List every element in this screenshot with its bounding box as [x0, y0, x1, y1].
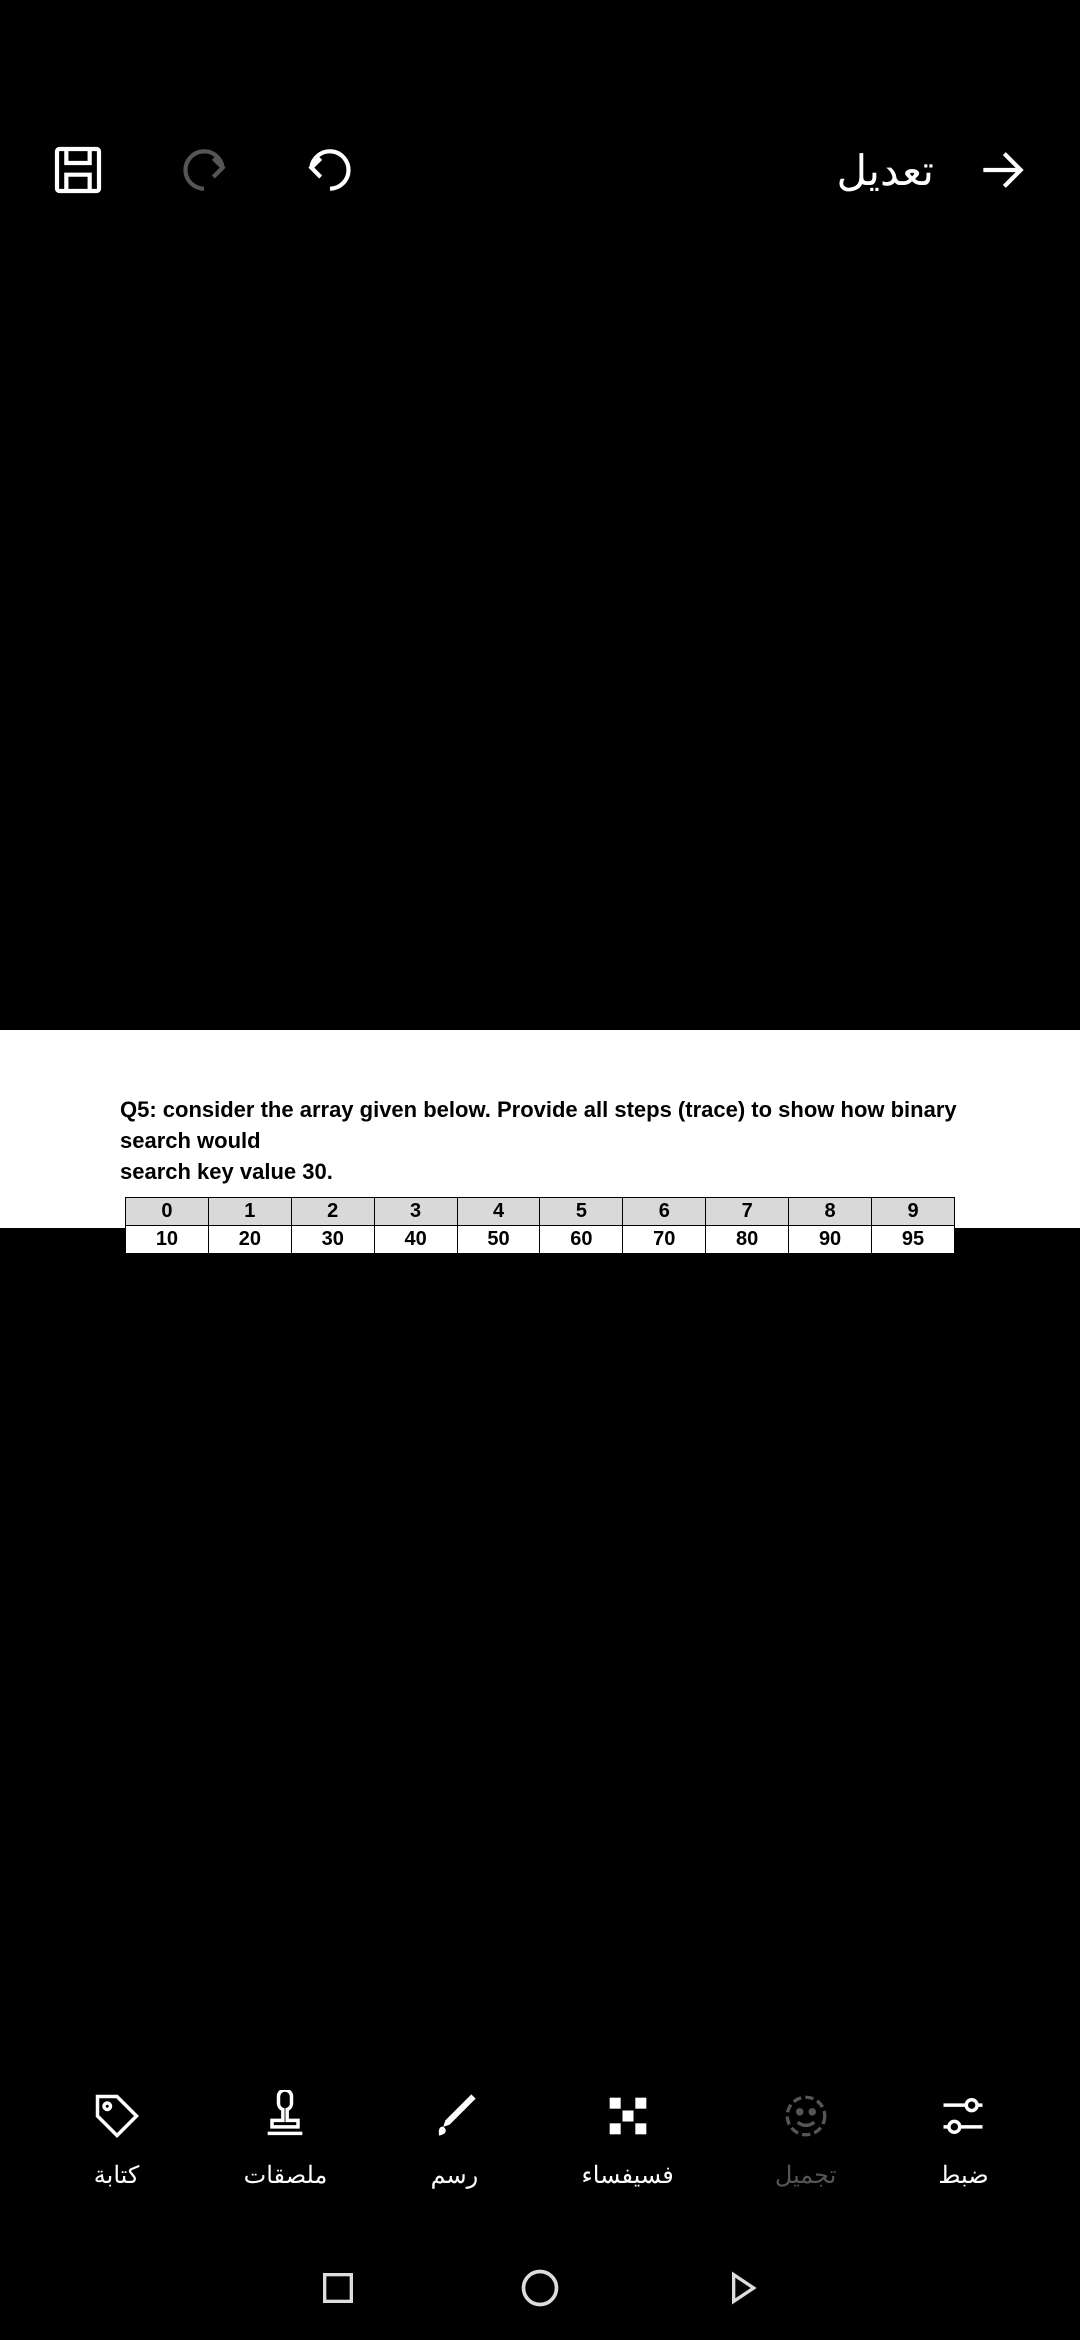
write-tool[interactable]: كتابة [91, 2091, 143, 2190]
sliders-icon [937, 2091, 989, 2141]
undo-button[interactable] [302, 142, 358, 198]
table-cell: 50 [457, 1226, 540, 1254]
edit-title: تعديل [837, 146, 935, 195]
adjust-tool[interactable]: ضبط [937, 2091, 989, 2190]
save-button[interactable] [50, 142, 106, 198]
smile-icon [781, 2091, 831, 2141]
nav-recent-button[interactable] [318, 2268, 358, 2313]
bottom-tools-bar: كتابة ملصقات رسم [0, 2060, 1080, 2220]
table-header-row: 0 1 2 3 4 5 6 7 8 9 [126, 1198, 955, 1226]
stickers-tool[interactable]: ملصقات [244, 2091, 328, 2190]
table-cell: 20 [208, 1226, 291, 1254]
table-cell: 70 [623, 1226, 706, 1254]
table-header-cell: 1 [208, 1198, 291, 1226]
draw-tool[interactable]: رسم [428, 2091, 480, 2190]
document-table: 0 1 2 3 4 5 6 7 8 9 10 20 30 40 50 60 70… [125, 1197, 955, 1254]
system-nav-bar [0, 2240, 1080, 2340]
table-header-cell: 8 [789, 1198, 872, 1226]
table-cell: 90 [789, 1226, 872, 1254]
table-header-cell: 4 [457, 1198, 540, 1226]
adjust-label: ضبط [938, 2161, 988, 2190]
table-cell: 40 [374, 1226, 457, 1254]
beautify-tool[interactable]: تجميل [775, 2091, 836, 2190]
write-label: كتابة [94, 2161, 140, 2190]
table-header-cell: 7 [706, 1198, 789, 1226]
beautify-label: تجميل [775, 2161, 836, 2190]
back-arrow-button[interactable] [974, 142, 1030, 198]
brush-icon [428, 2091, 480, 2141]
table-cell: 80 [706, 1226, 789, 1254]
table-header-cell: 3 [374, 1198, 457, 1226]
table-header-cell: 2 [291, 1198, 374, 1226]
document-text-line1: Q5: consider the array given below. Prov… [120, 1095, 960, 1157]
stamp-icon [259, 2091, 311, 2141]
mosaic-icon [606, 2091, 650, 2141]
image-canvas[interactable]: Q5: consider the array given below. Prov… [0, 1030, 1080, 1228]
nav-back-button[interactable] [722, 2268, 762, 2313]
top-left-actions [50, 142, 358, 198]
top-toolbar: تعديل [0, 120, 1080, 220]
table-header-cell: 5 [540, 1198, 623, 1226]
table-header-cell: 0 [126, 1198, 209, 1226]
table-header-cell: 9 [872, 1198, 955, 1226]
top-right-actions: تعديل [837, 142, 1031, 198]
nav-home-button[interactable] [518, 2266, 562, 2315]
table-cell: 10 [126, 1226, 209, 1254]
table-cell: 95 [872, 1226, 955, 1254]
table-cell: 30 [291, 1226, 374, 1254]
table-data-row: 10 20 30 40 50 60 70 80 90 95 [126, 1226, 955, 1254]
mosaic-label: فسيفساء [582, 2161, 674, 2190]
redo-button[interactable] [176, 142, 232, 198]
table-header-cell: 6 [623, 1198, 706, 1226]
mosaic-tool[interactable]: فسيفساء [582, 2091, 674, 2190]
tag-icon [91, 2091, 143, 2141]
document-text-line2: search key value 30. [120, 1157, 960, 1188]
draw-label: رسم [431, 2161, 479, 2190]
table-cell: 60 [540, 1226, 623, 1254]
stickers-label: ملصقات [244, 2161, 328, 2190]
